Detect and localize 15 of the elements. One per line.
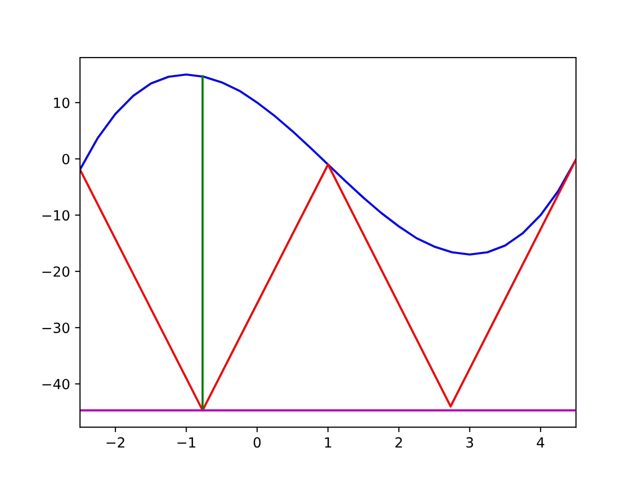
- y-tick-label: −30: [42, 322, 70, 334]
- x-tick-label: 1: [325, 437, 332, 448]
- y-tick-label: −20: [42, 266, 70, 277]
- y-tick-label: 0: [62, 154, 70, 164]
- x-tick-label: 2: [395, 437, 402, 448]
- line-series: [80, 73, 576, 256]
- x-tick-label: 4: [536, 437, 544, 448]
- y-tick-label: −40: [42, 378, 70, 390]
- line-series: [80, 158, 576, 412]
- x-tick-label: 0: [254, 437, 261, 448]
- y-tick-label: −10: [42, 210, 70, 221]
- x-tick-label: −2: [106, 437, 124, 448]
- x-tick-label: 3: [466, 437, 474, 448]
- y-tick-label: 10: [54, 98, 70, 108]
- x-tick-label: −1: [178, 437, 196, 448]
